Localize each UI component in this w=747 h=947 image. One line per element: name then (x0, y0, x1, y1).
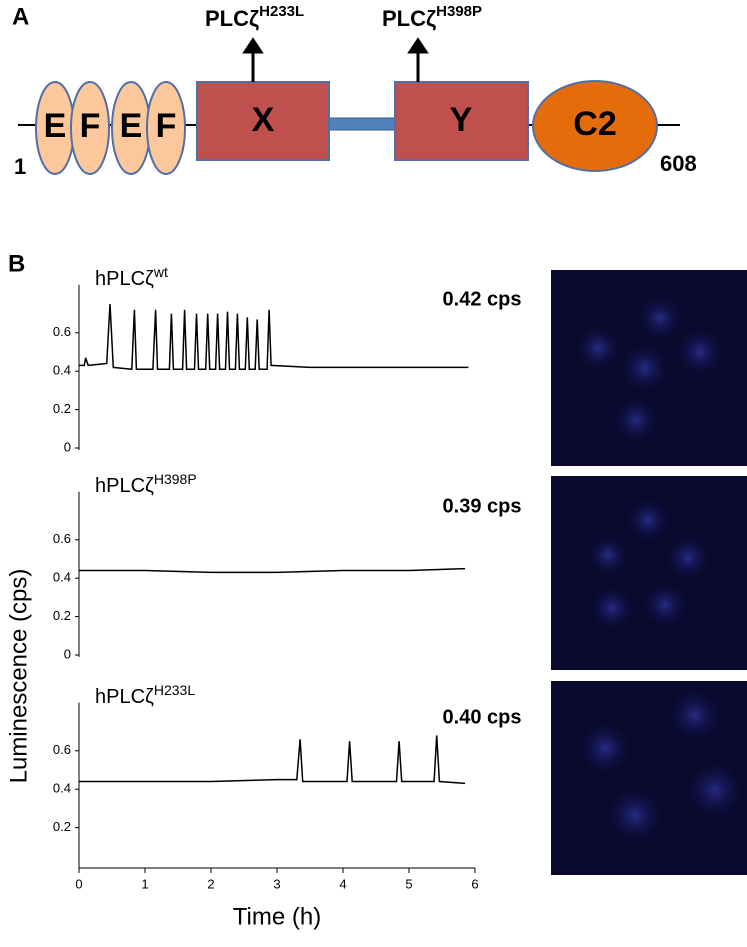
arrow-head (242, 37, 264, 54)
embryo (590, 586, 634, 630)
x-tick-label: 6 (471, 876, 478, 891)
domain-label: F (156, 107, 177, 145)
embryo (687, 762, 743, 818)
y-tick-label: 0.6 (53, 742, 71, 757)
y-tick-label: 0.2 (53, 401, 71, 416)
domain-label: X (252, 101, 275, 139)
y-tick-label: 0.4 (53, 570, 71, 585)
embryo (614, 398, 658, 442)
chart-title: hPLCζH398P (95, 471, 197, 498)
title-superscript: wt (153, 264, 168, 280)
chart-title: hPLCζwt (95, 264, 168, 291)
embryo (607, 787, 663, 843)
annotation: 0.42 cps (443, 288, 522, 310)
trace (79, 303, 469, 371)
y-tick-label: 0 (64, 439, 71, 454)
embryo (666, 536, 710, 580)
chart-title: hPLCζH233L (95, 682, 195, 709)
trace (79, 735, 466, 785)
x-axis-label: Time (h) (233, 903, 321, 930)
panel-label: A (12, 3, 29, 30)
x-tick-label: 1 (141, 876, 148, 891)
x-tick-label: 0 (75, 876, 82, 891)
mutation-label: PLCζH233L (205, 3, 304, 31)
embryo (621, 344, 669, 392)
domain-label: E (44, 107, 67, 145)
embryo (579, 722, 631, 774)
embryo (677, 329, 723, 375)
luminescence-images (551, 270, 747, 875)
x-tick-label: 5 (405, 876, 412, 891)
y-tick-label: 0.2 (53, 608, 71, 623)
y-tick-label: 0.6 (53, 531, 71, 546)
embryo (669, 689, 721, 741)
ef-hand (70, 81, 110, 175)
title-superscript: H233L (154, 682, 195, 698)
domain-label: Y (450, 101, 473, 139)
embryo (638, 296, 682, 340)
title-name: hPLCζ (95, 686, 154, 708)
domain-label: F (80, 107, 101, 145)
linker (328, 117, 396, 131)
y-tick-label: 0 (64, 646, 71, 661)
x-tick-label: 4 (339, 876, 346, 891)
ef-hand (146, 81, 186, 175)
end-label: 608 (660, 151, 697, 176)
annotation: 0.40 cps (443, 706, 522, 728)
y-domain (394, 81, 529, 161)
domain-label: E (120, 107, 143, 145)
mutation-superscript: H398P (436, 3, 482, 20)
y-tick-label: 0.6 (53, 324, 71, 339)
embryo (588, 535, 628, 575)
x-tick-label: 2 (207, 876, 214, 891)
y-tick-label: 0.4 (53, 363, 71, 378)
panel-label: B (8, 250, 25, 277)
c2-domain (532, 80, 658, 172)
y-tick-label: 0.2 (53, 819, 71, 834)
annotation: 0.39 cps (443, 495, 522, 517)
trace (79, 567, 466, 574)
x-tick-label: 3 (273, 876, 280, 891)
title-name: hPLCζ (95, 268, 154, 290)
start-label: 1 (14, 154, 26, 179)
y-tick-label: 0.4 (53, 781, 71, 796)
mutation-label: PLCζH398P (382, 3, 482, 31)
embryo (626, 498, 670, 542)
mutation-superscript: H233L (259, 3, 304, 20)
title-superscript: H398P (154, 471, 197, 487)
y-axis-label: Luminescence (cps) (5, 569, 32, 784)
embryo (576, 326, 620, 370)
x-domain (196, 81, 330, 161)
domain-label: C2 (573, 105, 616, 143)
embryo (643, 583, 687, 627)
arrow-head (407, 37, 429, 54)
mutation-name: PLCζ (205, 6, 259, 31)
title-name: hPLCζ (95, 475, 154, 497)
mutation-name: PLCζ (382, 6, 436, 31)
